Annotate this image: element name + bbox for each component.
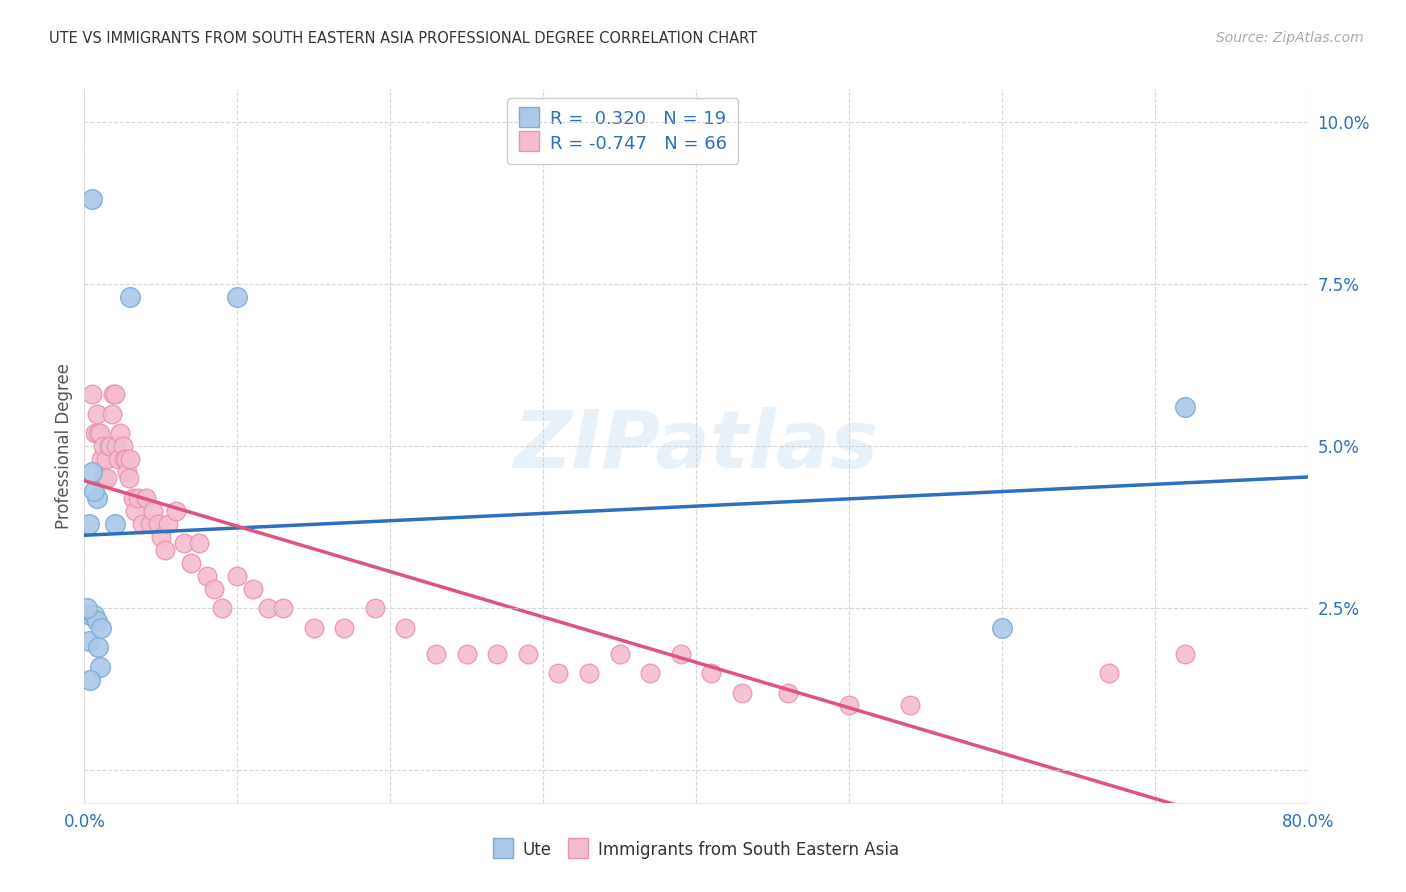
Point [90,621,112,635]
Point [669,647,692,661]
Point [108,425,131,440]
Legend: Ute, Immigrants from South Eastern Asia: Ute, Immigrants from South Eastern Asia [486,834,905,866]
Point [98,439,121,453]
Point [1174,400,1197,414]
Point [120,290,142,304]
Point [93,471,115,485]
Point [104,387,127,401]
Point [104,516,127,531]
Point [114,452,136,467]
Point [139,516,162,531]
Point [80,387,103,401]
Point [180,556,202,570]
Point [90,452,112,467]
Point [456,647,478,661]
Point [91,439,114,453]
Point [84,425,107,440]
Point [1098,666,1121,681]
Point [86,614,108,628]
Point [120,452,142,467]
Point [86,407,108,421]
Point [425,647,447,661]
Point [898,698,921,713]
Text: ZIPatlas: ZIPatlas [513,407,879,485]
Point [731,685,754,699]
Point [111,439,134,453]
Point [105,439,128,453]
Point [333,621,356,635]
Point [112,452,135,467]
Y-axis label: Professional Degree: Professional Degree [55,363,73,529]
Point [79,673,101,687]
Point [131,516,153,531]
Point [83,607,105,622]
Point [94,452,117,467]
Point [394,621,416,635]
Point [173,536,195,550]
Point [87,425,110,440]
Point [195,568,218,582]
Point [638,666,661,681]
Point [257,601,280,615]
Point [242,582,264,596]
Point [89,659,111,673]
Point [86,491,108,505]
Point [101,407,124,421]
Point [135,491,157,505]
Point [271,601,294,615]
Point [188,536,211,550]
Point [122,491,145,505]
Point [226,568,249,582]
Point [486,647,509,661]
Point [96,471,118,485]
Point [157,516,180,531]
Point [146,516,169,531]
Point [302,621,325,635]
Point [547,666,569,681]
Point [103,387,125,401]
Point [700,666,723,681]
Point [79,607,101,622]
Point [838,698,860,713]
Point [165,504,187,518]
Point [211,601,233,615]
Text: UTE VS IMMIGRANTS FROM SOUTH EASTERN ASIA PROFESSIONAL DEGREE CORRELATION CHART: UTE VS IMMIGRANTS FROM SOUTH EASTERN ASI… [49,31,758,46]
Point [516,647,538,661]
Point [991,621,1014,635]
Point [89,425,111,440]
Point [77,516,100,531]
Point [80,193,103,207]
Point [107,452,129,467]
Point [83,484,105,499]
Point [80,465,103,479]
Point [142,504,165,518]
Point [776,685,799,699]
Point [149,530,172,544]
Point [76,601,98,615]
Point [1174,647,1197,661]
Point [578,666,600,681]
Point [77,633,100,648]
Point [609,647,631,661]
Point [115,465,138,479]
Point [202,582,225,596]
Point [127,491,149,505]
Text: Source: ZipAtlas.com: Source: ZipAtlas.com [1216,31,1364,45]
Point [226,290,249,304]
Point [97,439,120,453]
Point [118,471,141,485]
Point [124,504,146,518]
Point [87,640,110,654]
Point [155,542,177,557]
Point [364,601,387,615]
